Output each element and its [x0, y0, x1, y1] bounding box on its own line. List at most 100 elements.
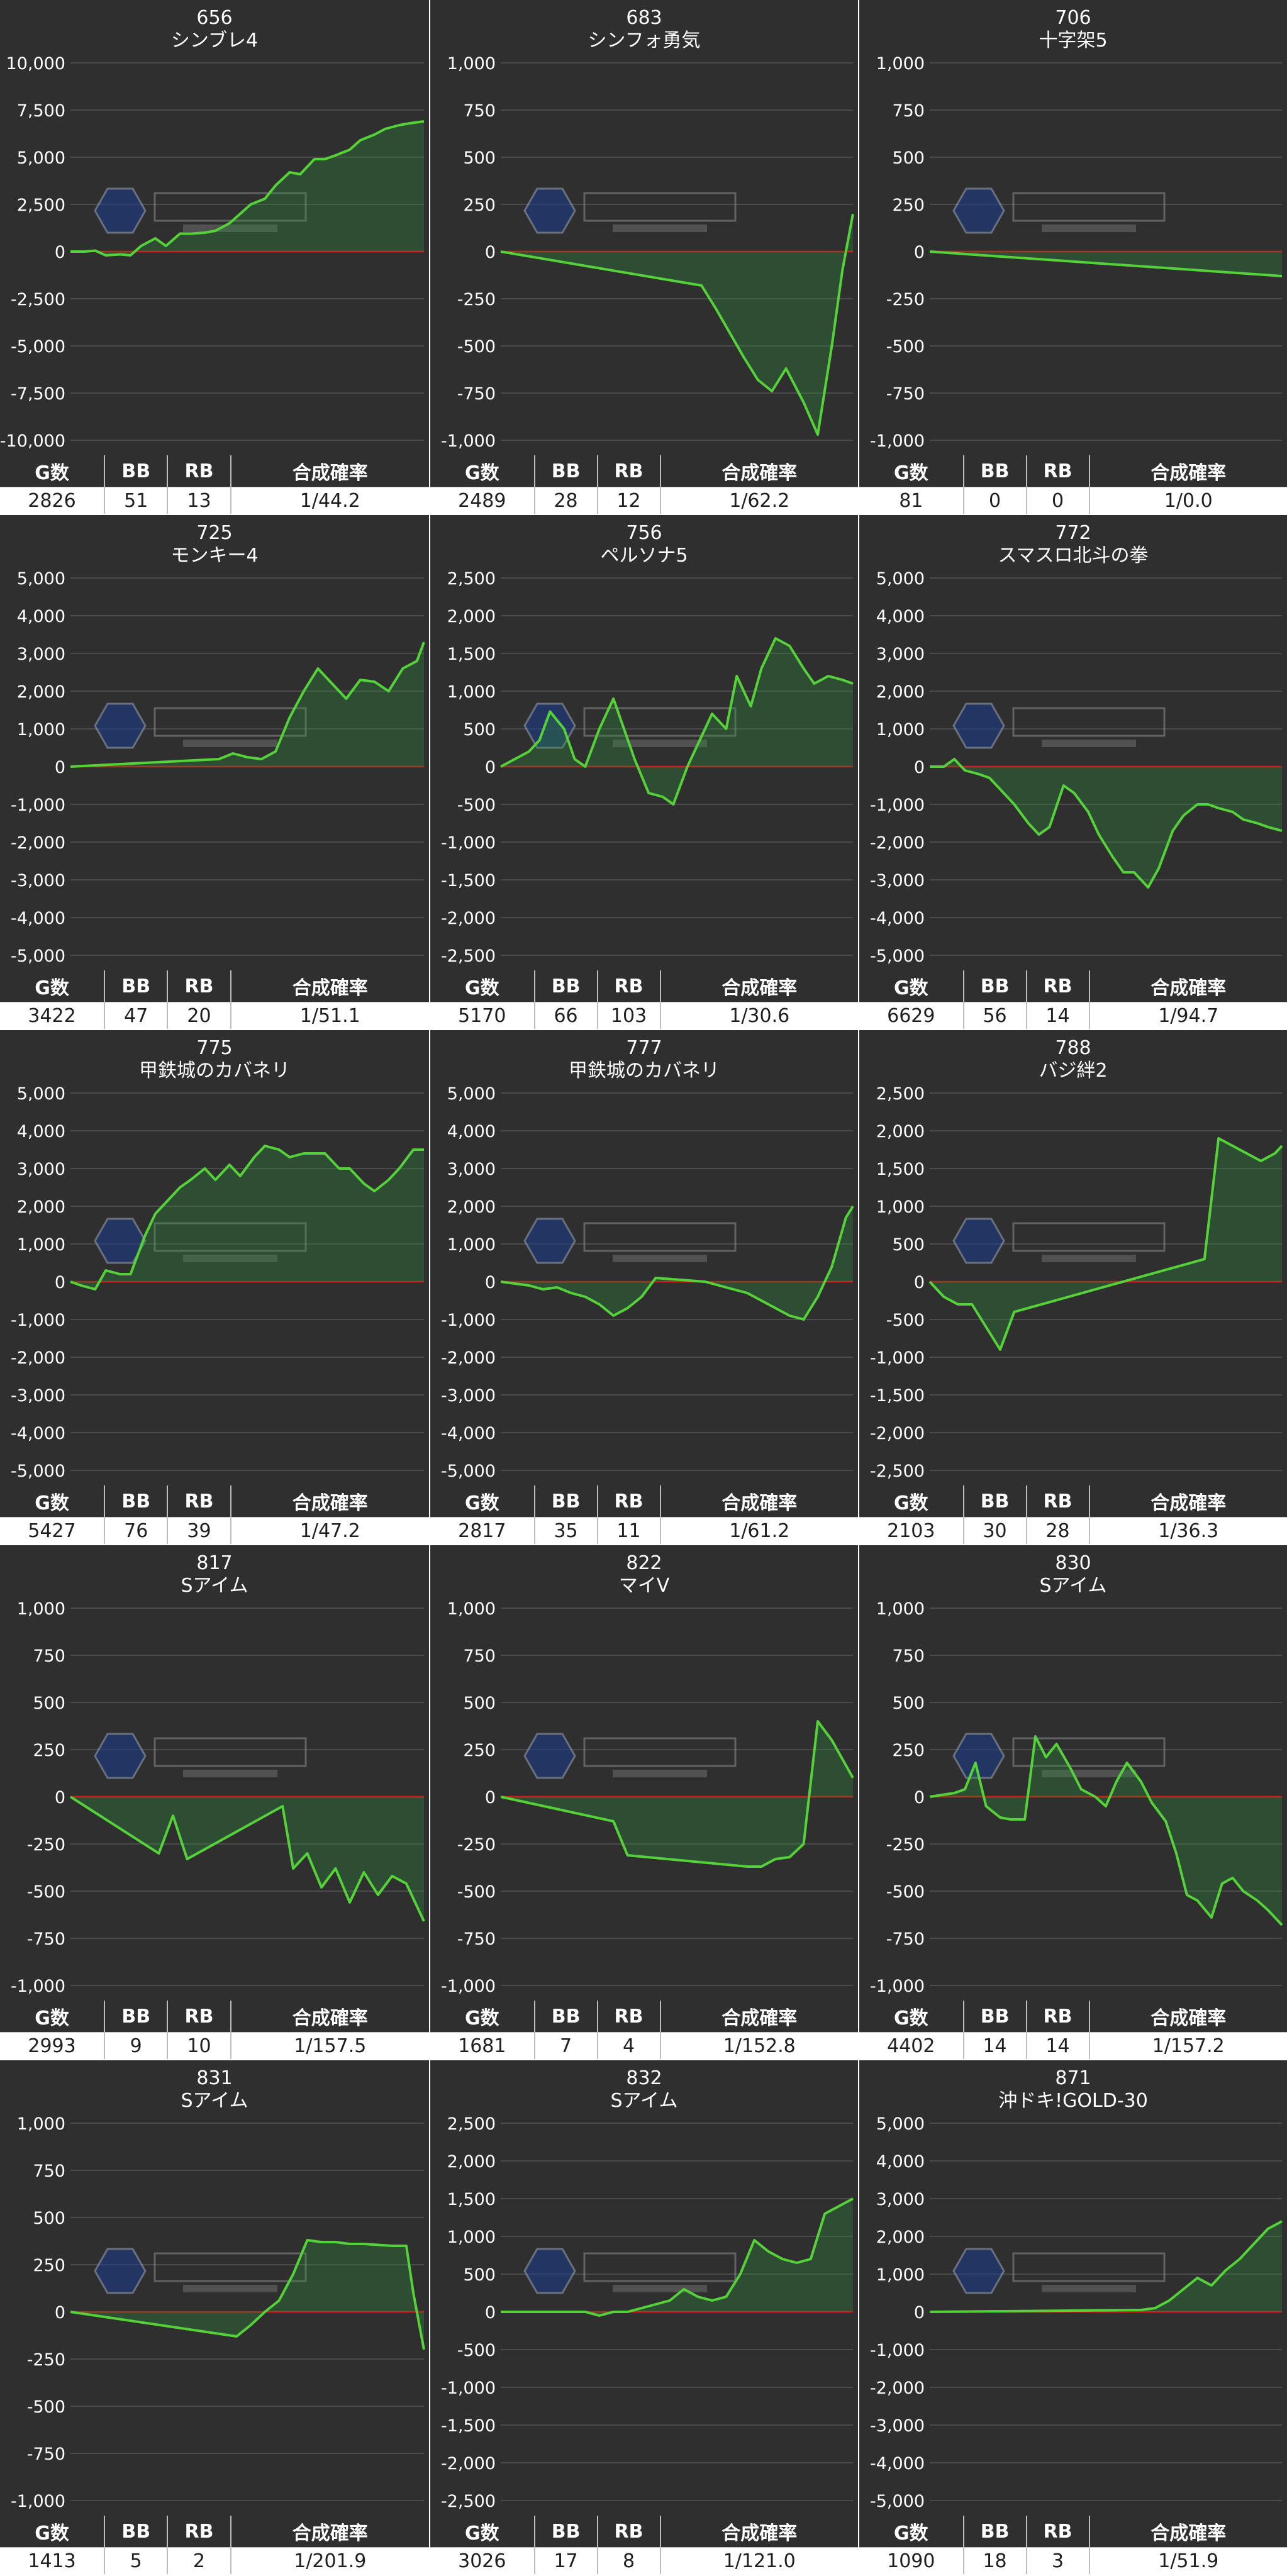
chart-title: 871: [1055, 2067, 1091, 2089]
y-tick-label: 0: [485, 758, 496, 777]
series-area: [70, 642, 424, 767]
chart-title: 832: [626, 2067, 662, 2089]
stats-column-header: G数: [430, 2516, 535, 2547]
y-tick-label: -5,000: [870, 947, 925, 966]
stats-column-header: BB: [964, 1485, 1027, 1517]
series-line: [70, 2239, 425, 2350]
series-line: [928, 1137, 1283, 1351]
stats-row: 3422 47 20 1/51.1: [0, 1002, 429, 1029]
stats-cell: 5: [105, 2548, 169, 2574]
stats-cell: 1/51.9: [1158, 2550, 1219, 2572]
stats-column-header: BB: [105, 455, 169, 487]
chart-title: 822: [626, 1552, 662, 1574]
y-tick-label: -250: [886, 290, 925, 309]
y-tick-label: 0: [914, 243, 925, 262]
y-tick-label: 500: [33, 1694, 65, 1713]
y-tick-label: -10,000: [0, 431, 65, 451]
chart-panel-777: 777 甲鉄城のカバネリ 5,000 4,000 3,000 2,000 1,000 0 -1,…: [430, 1030, 858, 1544]
stats-cell: 1/157.5: [294, 2035, 367, 2057]
stats-cell: 81: [859, 487, 964, 514]
y-tick-label: -1,000: [441, 1977, 496, 1996]
y-tick-label: 5,000: [876, 569, 925, 589]
stats-column-header: RB: [168, 1485, 231, 1517]
series-line: [929, 250, 1283, 277]
chart-subtitle: 沖ドキ!GOLD-30: [998, 2090, 1148, 2112]
y-tick-label: 5,000: [17, 148, 65, 168]
stats-column-header: RB: [598, 1485, 661, 1517]
y-tick-label: -750: [886, 384, 925, 404]
stats-row: 2993 9 10 1/157.5: [0, 2032, 429, 2059]
chart-panel-817: 817 Sアイム 1,000 750 500 250 0 -250 -500 -750 -1,000…: [0, 1545, 429, 2059]
series-line: [70, 641, 425, 768]
chart-panel-756: 756 ペルソナ5 2,500 2,000 1,500 1,000 500 0 -500 -1,0…: [430, 515, 858, 1029]
watermark-logo: [523, 1218, 737, 1264]
watermark-logo: [523, 702, 737, 749]
y-tick-label: -250: [886, 1835, 925, 1855]
watermark-logo: [523, 1733, 737, 1779]
stats-row: 1413 5 2 1/201.9: [0, 2547, 429, 2574]
stats-column-header: 合成確率: [1150, 2523, 1227, 2545]
stats-cell: 66: [535, 1002, 598, 1029]
stats-cell: 1/94.7: [1158, 1005, 1219, 1027]
stats-column-header: G数: [0, 2516, 106, 2547]
stats-cell: 4402: [859, 2033, 964, 2059]
y-tick-label: 1,500: [447, 645, 496, 664]
stats-column-header: G数: [859, 970, 964, 1002]
y-tick-label: -3,000: [870, 871, 925, 891]
chart-subtitle: マイV: [619, 1575, 670, 1597]
stats-row: 81 0 0 1/0.0: [859, 487, 1287, 514]
stats-column-header: 合成確率: [722, 1492, 798, 1514]
stats-cell: 5427: [0, 1518, 106, 1544]
y-tick-label: -500: [886, 1311, 925, 1330]
stats-cell: 35: [535, 1518, 598, 1544]
stats-column-header: BB: [535, 2516, 598, 2547]
y-tick-label: -250: [457, 1835, 496, 1855]
y-tick-label: 750: [463, 1646, 496, 1666]
y-tick-label: -500: [457, 796, 496, 815]
stats-cell: 103: [598, 1002, 661, 1029]
series-area: [70, 121, 424, 255]
stats-column-header: 合成確率: [292, 1492, 368, 1514]
stats-column-header: BB: [105, 2516, 169, 2547]
stats-cell: 17: [535, 2548, 598, 2574]
y-tick-label: 3,000: [17, 1160, 65, 1179]
y-tick-label: -3,000: [11, 1386, 65, 1406]
y-tick-label: -1,000: [441, 431, 496, 451]
stats-column-header: 合成確率: [292, 2007, 368, 2029]
y-tick-label: 0: [914, 758, 925, 777]
chart-subtitle: Sアイム: [181, 1575, 248, 1597]
stats-column-header: BB: [535, 1485, 598, 1517]
chart-panel-772: 772 スマスロ北斗の拳 5,000 4,000 3,000 2,000 1,000 0 -1,…: [859, 515, 1287, 1029]
stats-column-header: BB: [105, 970, 169, 1002]
y-tick-label: -1,000: [441, 1311, 496, 1330]
stats-header: G数 BB RB 合成確率: [0, 2001, 429, 2032]
stats-cell: 1681: [430, 2033, 535, 2059]
chart-panel-832: 832 Sアイム 2,500 2,000 1,500 1,000 500 0 -500 -1,00…: [430, 2060, 858, 2574]
y-tick-label: -1,000: [11, 2492, 65, 2511]
y-tick-label: 1,000: [17, 2114, 65, 2134]
y-tick-label: -4,000: [11, 1424, 65, 1443]
y-tick-label: 500: [33, 2209, 65, 2228]
series-line: [69, 1796, 425, 1922]
stats-header: G数 BB RB 合成確率: [859, 2516, 1287, 2547]
y-tick-label: 10,000: [6, 54, 65, 74]
series-area: [70, 1797, 424, 1921]
y-tick-label: -750: [27, 2445, 65, 2464]
y-tick-label: 3,000: [876, 2190, 925, 2209]
stats-column-header: G数: [859, 2516, 964, 2547]
y-tick-label: 5,000: [17, 1084, 65, 1104]
y-tick-label: 1,000: [876, 720, 925, 740]
y-tick-label: 250: [463, 1741, 496, 1760]
y-tick-label: -500: [886, 337, 925, 357]
y-tick-label: -1,000: [870, 2341, 925, 2360]
y-tick-label: 1,000: [447, 1235, 496, 1255]
y-tick-label: 5,000: [876, 2114, 925, 2134]
stats-header: G数 BB RB 合成確率: [859, 455, 1287, 487]
y-tick-label: 1,000: [876, 54, 925, 74]
y-tick-label: 2,500: [876, 1084, 925, 1104]
